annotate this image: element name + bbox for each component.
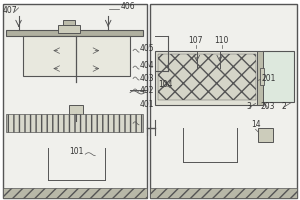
Circle shape [174,94,180,100]
Text: 405: 405 [140,44,155,53]
Bar [150,188,297,198]
Circle shape [84,170,88,174]
Circle shape [222,94,228,100]
Text: 14: 14 [251,120,260,129]
Circle shape [59,173,63,177]
Circle shape [219,155,224,160]
Circle shape [272,76,277,81]
Circle shape [94,170,98,174]
Bar [257,128,274,142]
Circle shape [288,76,293,81]
Polygon shape [213,49,227,68]
Circle shape [190,94,196,100]
Circle shape [264,67,269,72]
Bar [69,105,83,115]
Circle shape [54,170,58,174]
Text: 110: 110 [214,36,229,45]
Circle shape [99,173,103,177]
Circle shape [230,94,236,100]
Bar [3,188,147,198]
Text: 104: 104 [158,80,172,89]
Text: 107: 107 [189,36,203,45]
Circle shape [89,173,93,177]
Circle shape [280,94,285,99]
Polygon shape [15,5,22,16]
Circle shape [288,67,293,72]
Circle shape [206,94,212,100]
Bar [260,68,263,85]
Circle shape [214,94,220,100]
Bar [3,4,147,198]
Polygon shape [190,49,204,68]
Circle shape [69,173,73,177]
Text: 2: 2 [281,102,286,111]
Circle shape [280,76,285,81]
Bar [155,51,260,105]
Circle shape [158,94,164,100]
Circle shape [264,76,269,81]
Bar [158,54,256,100]
Text: 403: 403 [140,74,155,83]
Circle shape [264,58,269,63]
Circle shape [288,58,293,63]
Circle shape [50,173,53,177]
Polygon shape [22,76,130,105]
Ellipse shape [47,46,105,56]
Text: 407: 407 [2,6,17,15]
Text: 401: 401 [140,100,154,109]
Circle shape [288,94,293,99]
Circle shape [260,130,271,140]
Bar [150,4,297,198]
Circle shape [183,155,188,160]
Text: 404: 404 [140,61,155,70]
Bar [58,25,80,33]
Circle shape [79,173,83,177]
Text: 406: 406 [120,2,135,11]
Circle shape [182,94,188,100]
Circle shape [272,85,277,90]
Circle shape [189,152,194,157]
Circle shape [238,94,244,100]
Circle shape [207,155,212,160]
Circle shape [231,155,236,160]
Bar [22,36,130,76]
Circle shape [198,94,204,100]
Text: 402: 402 [140,86,154,95]
Bar [6,30,143,36]
Circle shape [280,85,285,90]
Bar [262,51,294,102]
Bar [6,114,143,132]
Polygon shape [104,5,112,16]
Bar [72,114,80,121]
Circle shape [280,67,285,72]
Text: 101: 101 [69,147,83,156]
Circle shape [195,155,200,160]
Circle shape [166,94,172,100]
Text: 203: 203 [260,102,275,111]
Circle shape [74,170,78,174]
Bar [256,51,262,105]
Circle shape [264,85,269,90]
Text: 201: 201 [262,74,276,83]
Bar [63,20,75,25]
Text: 3: 3 [246,102,251,111]
Ellipse shape [47,64,105,74]
Circle shape [64,170,68,174]
Circle shape [213,152,218,157]
Circle shape [280,58,285,63]
Circle shape [272,67,277,72]
Circle shape [288,85,293,90]
Circle shape [272,58,277,63]
Circle shape [201,152,206,157]
Circle shape [264,94,269,99]
Circle shape [225,152,230,157]
Circle shape [246,94,252,100]
Circle shape [272,94,277,99]
